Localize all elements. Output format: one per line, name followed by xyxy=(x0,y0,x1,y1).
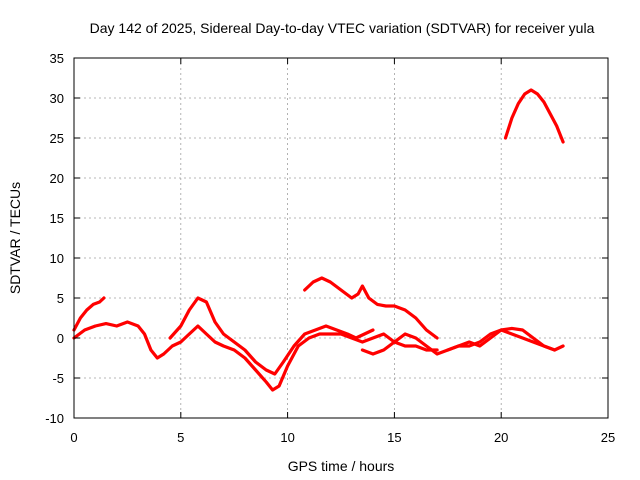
x-tick-label: 5 xyxy=(177,430,184,445)
x-tick-label: 0 xyxy=(70,430,77,445)
chart-title: Day 142 of 2025, Sidereal Day-to-day VTE… xyxy=(90,20,595,36)
y-tick-label: -5 xyxy=(52,371,64,386)
y-tick-label: 20 xyxy=(50,171,64,186)
y-tick-label: 5 xyxy=(57,291,64,306)
y-tick-label: 0 xyxy=(57,331,64,346)
y-tick-label: 35 xyxy=(50,51,64,66)
y-tick-label: 10 xyxy=(50,251,64,266)
series-line-sat-a xyxy=(72,296,106,332)
series-line-sat-e xyxy=(360,328,565,356)
series-line-sat-d xyxy=(303,276,439,340)
x-tick-label: 20 xyxy=(494,430,508,445)
x-axis-label: GPS time / hours xyxy=(288,458,395,474)
series-line-sat-b xyxy=(72,320,439,392)
ticks: 0 5 10 15 20 25 -10 -5 0 5 10 15 20 25 30 35 xyxy=(45,51,615,445)
y-tick-label: 25 xyxy=(50,131,64,146)
y-axis-label: SDTVAR / TECUs xyxy=(7,182,23,294)
series-line-sat-c xyxy=(168,296,375,376)
x-tick-label: 25 xyxy=(601,430,615,445)
x-tick-label: 15 xyxy=(387,430,401,445)
series-layer xyxy=(72,88,565,392)
x-tick-label: 10 xyxy=(280,430,294,445)
grid xyxy=(74,58,608,418)
series-line-sat-g xyxy=(503,88,565,144)
y-tick-label: 15 xyxy=(50,211,64,226)
y-tick-label: 30 xyxy=(50,91,64,106)
plot-frame xyxy=(73,57,609,419)
series-line-sat-f xyxy=(446,326,557,352)
y-tick-label: -10 xyxy=(45,411,64,426)
